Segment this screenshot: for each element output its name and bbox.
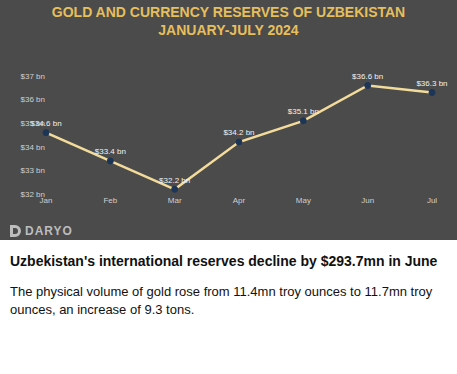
svg-text:$33.4 bn: $33.4 bn [95,147,126,156]
svg-text:$34 bn: $34 bn [21,143,45,152]
svg-text:Mar: Mar [168,196,182,205]
html-text:The physical volume of gold ro: The physical volume of gold rose from 11… [10,284,433,317]
svg-text:Jan: Jan [40,196,53,205]
svg-text:$32 bn: $32 bn [21,190,45,199]
svg-text:Feb: Feb [103,196,117,205]
svg-text:$36.3 bn: $36.3 bn [416,79,447,88]
svg-text:$35 bn: $35 bn [21,119,45,128]
svg-text:$35.1 bn: $35.1 bn [288,107,319,116]
svg-text:$34.6 bn: $34.6 bn [30,119,61,128]
svg-text:$37 bn: $37 bn [21,72,45,81]
svg-text:$33 bn: $33 bn [21,166,45,175]
svg-text:$32.2 bn: $32.2 bn [159,176,190,185]
svg-text:$34.2 bn: $34.2 bn [223,128,254,137]
svg-text:$36.6 bn: $36.6 bn [352,72,383,81]
html-text:Uzbekistan's international res: Uzbekistan's international reserves decl… [10,253,438,269]
svg-text:Apr: Apr [233,196,246,205]
svg-text:$36 bn: $36 bn [21,95,45,104]
svg-text:GOLD AND CURRENCY RESERVES OF: GOLD AND CURRENCY RESERVES OF UZBEKISTAN… [52,4,405,38]
svg-text:Jul: Jul [427,196,437,205]
svg-text:May: May [296,196,311,205]
html-text:DARYO: DARYO [25,224,73,238]
svg-text:Jun: Jun [361,196,374,205]
